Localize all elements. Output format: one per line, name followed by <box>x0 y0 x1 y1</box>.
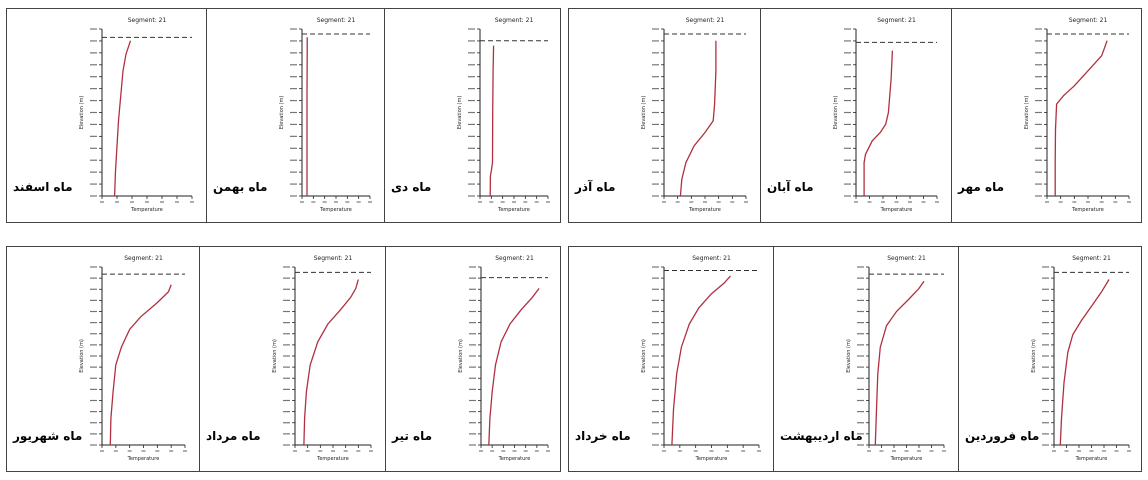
month-label: ماه بهمن <box>213 180 268 194</box>
line-chart: Segment: 21 Temperature Elevation (m) <box>1031 255 1131 462</box>
month-label: ماه شهریور <box>13 429 83 443</box>
month-label: ماه مرداد <box>206 429 261 443</box>
line-chart: Segment: 21 Temperature Elevation (m) <box>641 255 761 462</box>
temperature-profile-line <box>488 288 540 446</box>
x-axis-label: Temperature <box>498 456 531 462</box>
x-axis-label: Temperature <box>319 207 352 213</box>
chart-title: Segment: 21 <box>495 255 534 262</box>
temperature-profile-line <box>671 275 731 446</box>
chart-cell: Segment: 21 Temperature Elevation (m) ماه د… <box>384 9 562 222</box>
line-chart: Segment: 21 Temperature Elevation (m) <box>279 17 372 213</box>
chart-title: Segment: 21 <box>317 17 356 24</box>
line-chart: Segment: 21 Temperature Elevation (m) <box>457 17 550 213</box>
chart-title: Segment: 21 <box>128 17 167 24</box>
line-chart: Segment: 21 Temperature Elevation (m) <box>79 255 187 462</box>
x-axis-label: Temperature <box>688 207 721 213</box>
y-axis-label: Elevation (m) <box>846 339 852 373</box>
x-axis-label: Temperature <box>1075 456 1108 462</box>
panel-group-bottom-left: Segment: 21 Temperature Elevation (m) ماه ش… <box>6 246 561 472</box>
line-chart: Segment: 21 Temperature Elevation (m) <box>458 255 550 462</box>
chart-title: Segment: 21 <box>124 255 163 262</box>
x-axis-label: Temperature <box>890 456 923 462</box>
y-axis-label: Elevation (m) <box>79 339 85 373</box>
month-label: ماه مهر <box>958 180 1005 194</box>
month-label: ماه آبان <box>767 180 814 194</box>
y-axis-label: Elevation (m) <box>1031 339 1037 373</box>
x-axis-label: Temperature <box>1071 207 1104 213</box>
chart-title: Segment: 21 <box>1069 17 1108 24</box>
month-label: ماه اردیبهشت <box>780 429 863 443</box>
temperature-profile-line <box>113 40 132 197</box>
month-label: ماه اسفند <box>13 180 73 194</box>
month-label: ماه خرداد <box>575 429 631 443</box>
y-axis-label: Elevation (m) <box>79 96 85 130</box>
y-axis-label: Elevation (m) <box>1024 96 1030 130</box>
y-axis-label: Elevation (m) <box>641 96 647 130</box>
line-chart: Segment: 21 Temperature Elevation (m) <box>1024 17 1131 213</box>
chart-cell: Segment: 21 Temperature Elevation (m) ماه ا… <box>7 9 206 222</box>
chart-cell: Segment: 21 Temperature Elevation (m) ماه ف… <box>958 247 1143 471</box>
y-axis-label: Elevation (m) <box>641 339 647 373</box>
month-label: ماه فروردین <box>965 429 1040 443</box>
y-axis-label: Elevation (m) <box>272 339 278 373</box>
month-label: ماه آذر <box>575 180 616 194</box>
y-axis-label: Elevation (m) <box>833 96 839 130</box>
chart-cell: Segment: 21 Temperature Elevation (m) ماه ا… <box>773 247 958 471</box>
temperature-profile-line <box>109 284 172 446</box>
x-axis-label: Temperature <box>127 456 160 462</box>
y-axis-label: Elevation (m) <box>458 339 464 373</box>
line-chart: Segment: 21 Temperature Elevation (m) <box>79 17 194 213</box>
line-chart: Segment: 21 Temperature Elevation (m) <box>272 255 373 462</box>
chart-title: Segment: 21 <box>1072 255 1111 262</box>
temperature-profile-line <box>1059 279 1110 446</box>
chart-title: Segment: 21 <box>887 255 926 262</box>
panel-group-top-right: Segment: 21 Temperature Elevation (m) ماه آ… <box>568 8 1142 223</box>
x-axis-label: Temperature <box>497 207 530 213</box>
chart-title: Segment: 21 <box>692 255 731 262</box>
temperature-profile-line <box>303 279 359 446</box>
chart-cell: Segment: 21 Temperature Elevation (m) ماه م… <box>199 247 385 471</box>
temperature-profile-line <box>874 280 925 446</box>
x-axis-label: Temperature <box>695 456 728 462</box>
temperature-profile-line <box>679 40 717 197</box>
y-axis-label: Elevation (m) <box>279 96 285 130</box>
temperature-profile-line <box>489 45 495 197</box>
temperature-profile-line <box>863 50 894 196</box>
x-axis-label: Temperature <box>880 207 913 213</box>
month-label: ماه دی <box>391 180 432 194</box>
chart-title: Segment: 21 <box>495 17 534 24</box>
chart-cell: Segment: 21 Temperature Elevation (m) ماه م… <box>951 9 1143 222</box>
chart-cell: Segment: 21 Temperature Elevation (m) ماه آ… <box>760 9 951 222</box>
month-label: ماه تیر <box>392 429 433 443</box>
chart-title: Segment: 21 <box>314 255 353 262</box>
x-axis-label: Temperature <box>316 456 349 462</box>
panel-group-top-left: Segment: 21 Temperature Elevation (m) ماه ا… <box>6 8 561 223</box>
line-chart: Segment: 21 Temperature Elevation (m) <box>846 255 946 462</box>
line-chart: Segment: 21 Temperature Elevation (m) <box>833 17 939 213</box>
y-axis-label: Elevation (m) <box>457 96 463 130</box>
chart-cell: Segment: 21 Temperature Elevation (m) ماه ت… <box>385 247 562 471</box>
chart-cell: Segment: 21 Temperature Elevation (m) ماه ب… <box>206 9 384 222</box>
line-chart: Segment: 21 Temperature Elevation (m) <box>641 17 748 213</box>
chart-cell: Segment: 21 Temperature Elevation (m) ماه آ… <box>569 9 760 222</box>
panel-group-bottom-right: Segment: 21 Temperature Elevation (m) ماه خ… <box>568 246 1142 472</box>
chart-title: Segment: 21 <box>877 17 916 24</box>
temperature-profile-line <box>1054 40 1108 196</box>
chart-title: Segment: 21 <box>686 17 725 24</box>
x-axis-label: Temperature <box>130 207 163 213</box>
chart-cell: Segment: 21 Temperature Elevation (m) ماه ش… <box>7 247 199 471</box>
chart-cell: Segment: 21 Temperature Elevation (m) ماه خ… <box>569 247 773 471</box>
